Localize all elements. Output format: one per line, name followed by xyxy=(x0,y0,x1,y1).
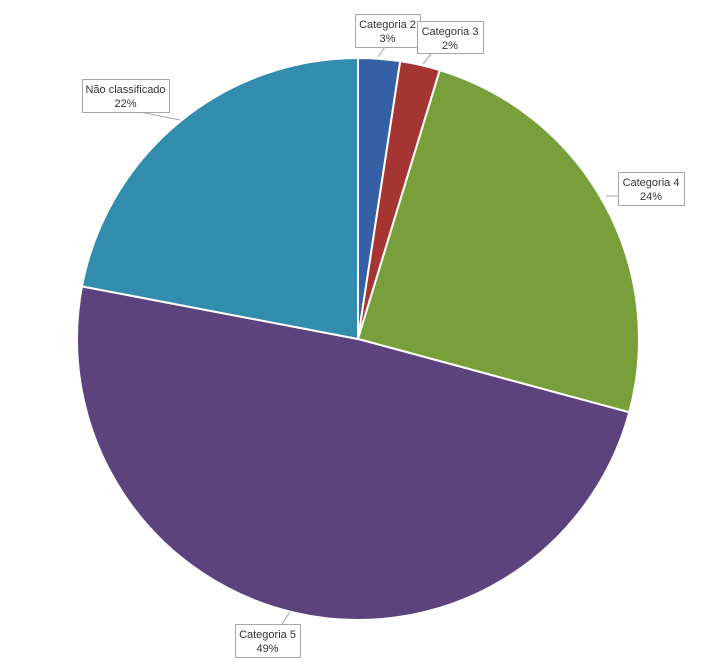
data-label: Não classificado 22% xyxy=(82,79,181,121)
label-box xyxy=(235,624,301,658)
label-box xyxy=(355,14,421,48)
label-name: Categoria 5 xyxy=(239,629,296,641)
data-label: Categoria 5 49% xyxy=(235,611,301,658)
pie-slice-categoria-4 xyxy=(356,68,640,414)
label-percent: 49% xyxy=(256,643,278,655)
label-box xyxy=(618,172,685,206)
leader-line xyxy=(139,111,181,121)
label-percent: 22% xyxy=(114,98,136,110)
leader-line xyxy=(377,46,386,58)
label-percent: 2% xyxy=(442,40,458,52)
label-box xyxy=(82,79,170,113)
data-label: Categoria 4 24% xyxy=(606,172,685,206)
label-percent: 3% xyxy=(380,33,396,45)
label-name: Não classificado xyxy=(85,84,165,96)
leader-line xyxy=(422,52,433,65)
label-name: Categoria 3 xyxy=(422,26,479,38)
label-name: Categoria 4 xyxy=(623,177,680,189)
pie-slice-categoria-5 xyxy=(76,285,631,621)
label-percent: 24% xyxy=(640,191,662,203)
label-box xyxy=(417,21,484,54)
data-label: Categoria 2 3% xyxy=(355,14,421,58)
label-name: Categoria 2 xyxy=(359,19,416,31)
leader-line xyxy=(281,611,291,625)
data-label: Categoria 3 2% xyxy=(417,21,484,65)
pie-slice-n-o-classificado xyxy=(80,56,359,341)
